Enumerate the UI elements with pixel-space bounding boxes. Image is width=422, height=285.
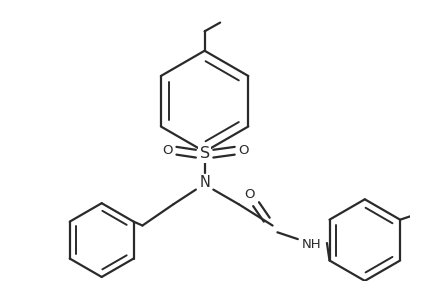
Text: N: N (199, 175, 210, 190)
Text: O: O (238, 144, 249, 157)
Text: NH: NH (302, 239, 321, 251)
Text: S: S (200, 146, 210, 161)
Text: O: O (244, 188, 254, 201)
Text: I: I (420, 206, 422, 221)
Text: O: O (162, 144, 173, 157)
